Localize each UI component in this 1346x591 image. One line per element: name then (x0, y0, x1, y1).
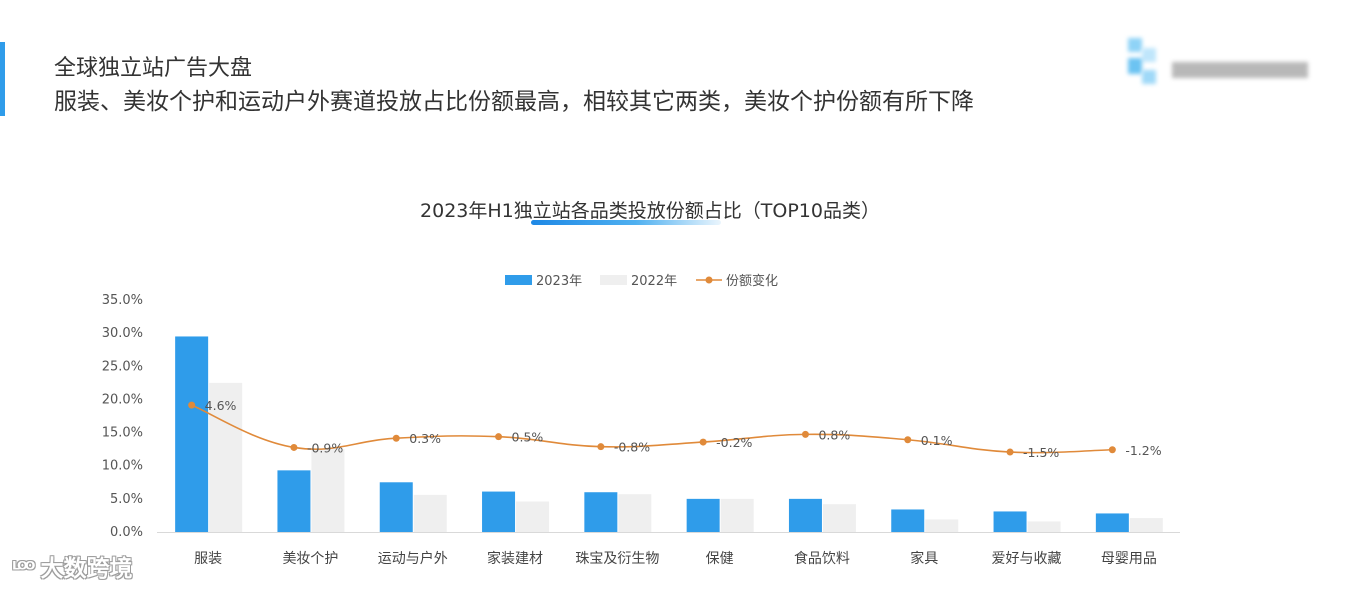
line-point (1108, 446, 1116, 454)
bar-2023 (891, 509, 925, 532)
watermark: ᴸᴼᴼ 大数跨境 (12, 549, 132, 583)
page-subtitle: 服装、美妆个护和运动户外赛道投放占比份额最高，相较其它两类，美妆个护份额有所下降 (54, 89, 974, 115)
page-title: 全球独立站广告大盘 (54, 56, 253, 81)
bar-2022 (925, 519, 959, 532)
bar-2022 (822, 504, 856, 532)
bar-2023 (175, 336, 209, 532)
x-tick-label: 家装建材 (487, 550, 543, 567)
y-tick-label: 35.0% (102, 293, 143, 308)
y-tick-label: 5.0% (110, 492, 143, 507)
bar-2023 (379, 482, 413, 532)
legend-label-2022: 2022年 (631, 274, 677, 289)
y-tick-label: 0.0% (110, 525, 143, 540)
line-data-label: 0.8% (818, 427, 850, 442)
line-point (188, 401, 196, 409)
x-tick-label: 食品饮料 (794, 550, 850, 567)
bar-2023 (1095, 513, 1129, 532)
x-tick-label: 服装 (194, 551, 222, 567)
line-data-label: 0.5% (512, 430, 544, 445)
y-tick-label: 25.0% (102, 359, 143, 374)
x-tick-label: 美妆个护 (282, 551, 338, 567)
bar-2023 (277, 470, 311, 532)
line-share-change (191, 404, 1113, 454)
line-point (597, 443, 605, 451)
bar-2023 (686, 498, 720, 532)
line-point (1006, 448, 1014, 456)
line-data-label: -1.2% (1125, 443, 1161, 458)
watermark-text: 大数跨境 (40, 556, 133, 582)
watermark-logo-icon: ᴸᴼᴼ (12, 557, 36, 581)
line-point (801, 430, 809, 438)
line-point (392, 434, 400, 442)
x-tick-label: 母婴用品 (1101, 551, 1157, 567)
line-data-label: -1.5% (1023, 445, 1059, 460)
line-data-label: -0.8% (614, 440, 650, 455)
line-data-label: -0.2% (716, 435, 752, 450)
bar-2023 (482, 491, 516, 532)
bar-2022 (1027, 521, 1061, 532)
bar-2022 (209, 382, 243, 532)
bar-2023 (993, 511, 1027, 532)
bar-2022 (516, 501, 550, 532)
line-point (904, 436, 912, 444)
legend-swatch-2023 (505, 275, 532, 285)
bar-2022 (618, 494, 652, 532)
x-tick-label: 家具 (910, 550, 938, 567)
legend-line-marker (705, 276, 713, 284)
line-point (699, 438, 707, 446)
bar-2022 (720, 498, 754, 532)
brand-logo (1128, 38, 1323, 94)
y-tick-label: 30.0% (102, 326, 143, 341)
x-tick-label: 珠宝及衍生物 (575, 551, 659, 567)
header-accent-bar (0, 42, 5, 116)
y-tick-label: 10.0% (102, 459, 143, 474)
y-tick-label: 15.0% (102, 426, 143, 441)
line-point (290, 443, 298, 451)
line-data-label: 0.1% (921, 433, 953, 448)
legend-swatch-2022 (600, 275, 627, 285)
legend-label-change: 份额变化 (726, 273, 778, 289)
bar-2022 (413, 494, 447, 532)
x-tick-label: 保健 (706, 551, 734, 567)
x-tick-label: 爱好与收藏 (992, 551, 1062, 567)
bar-2023 (584, 492, 618, 532)
legend-label-2023: 2023年 (536, 274, 582, 289)
line-data-label: 4.6% (205, 398, 237, 413)
line-data-label: -0.9% (307, 440, 343, 455)
chart-title-underline (531, 220, 721, 225)
y-tick-label: 20.0% (102, 392, 143, 407)
bar-2022 (311, 449, 345, 532)
bar-2023 (788, 498, 822, 532)
line-data-label: 0.3% (409, 431, 441, 446)
line-point (495, 433, 503, 441)
bar-2022 (1129, 518, 1163, 532)
x-tick-label: 运动与户外 (378, 550, 448, 567)
chart-title: 2023年H1独立站各品类投放份额占比（TOP10品类） (420, 200, 880, 222)
